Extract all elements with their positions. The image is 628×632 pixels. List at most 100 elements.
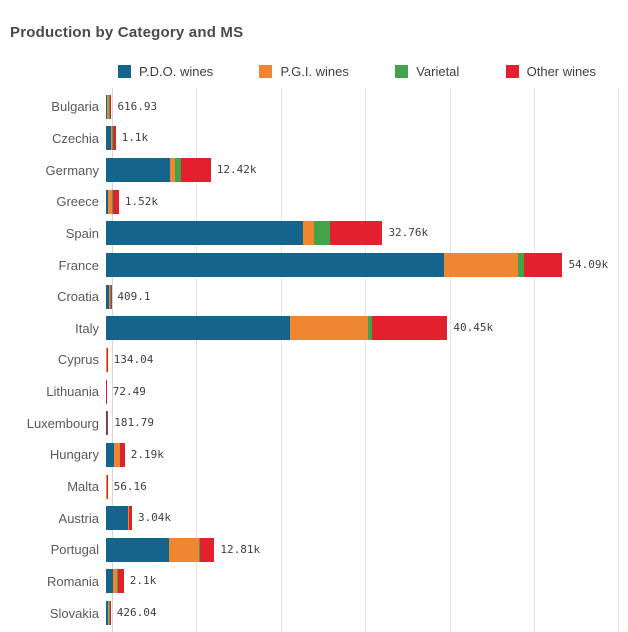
bar-segment-varietal[interactable]	[116, 569, 118, 594]
value-label: 409.1	[117, 289, 151, 303]
value-label: 72.49	[112, 384, 146, 398]
bar-segment-p-d-o-wines[interactable]	[106, 94, 107, 119]
bar-track: 12.81k	[106, 537, 628, 562]
bar-segment-p-g-i-wines[interactable]	[113, 569, 117, 594]
category-label-malta[interactable]: Malta	[67, 479, 99, 494]
bar-segment-other-wines[interactable]	[523, 253, 563, 278]
bar-segment-other-wines[interactable]	[109, 601, 111, 626]
bar-segment-p-g-i-wines[interactable]	[127, 506, 129, 531]
bar-track: 12.42k	[106, 158, 628, 183]
category-label-romania[interactable]: Romania	[46, 573, 99, 589]
legend-item-p-g-i-wines[interactable]: P.G.I. wines	[259, 64, 349, 79]
bar-segment-varietal[interactable]	[174, 158, 181, 183]
category-label-hungary[interactable]: Hungary	[49, 447, 99, 463]
bar-segment-other-wines[interactable]	[199, 537, 215, 562]
bar-segment-p-d-o-wines[interactable]	[106, 411, 108, 436]
value-label: 134.04	[113, 352, 154, 366]
bar-segment-p-d-o-wines[interactable]	[106, 158, 171, 183]
bar-segment-p-d-o-wines[interactable]	[106, 569, 114, 594]
legend-item-varietal[interactable]: Varietal	[395, 64, 459, 79]
bar-segment-varietal[interactable]	[368, 316, 373, 341]
bar-segment-p-g-i-wines[interactable]	[106, 94, 109, 119]
bar-row-austria: Austria 3.04k	[0, 502, 628, 534]
gridline	[196, 88, 198, 632]
bar-segment-other-wines[interactable]	[106, 474, 108, 499]
bar-track: 72.49	[106, 379, 628, 404]
bar-segment-other-wines[interactable]	[117, 569, 124, 594]
category-label-slovakia[interactable]: Slovakia	[49, 605, 99, 621]
category-label-cyprus[interactable]: Cyprus	[57, 352, 99, 368]
bar-segment-p-g-i-wines[interactable]	[106, 474, 107, 499]
bar-segment-other-wines[interactable]	[109, 94, 112, 119]
bar-segment-p-d-o-wines[interactable]	[106, 442, 115, 467]
value-label: 181.79	[114, 416, 154, 430]
category-label-italy[interactable]: Italy	[75, 320, 99, 336]
bar-segment-p-g-i-wines[interactable]	[114, 442, 120, 467]
legend-label: P.G.I. wines	[280, 64, 349, 79]
bar-segment-p-d-o-wines[interactable]	[106, 316, 290, 341]
bar-row-greece: Greece 1.52k	[0, 186, 628, 218]
category-label-lithuania[interactable]: Lithuania	[46, 384, 99, 400]
legend-item-p-d-o-wines[interactable]: P.D.O. wines	[118, 64, 213, 79]
bar-segment-varietal[interactable]	[108, 94, 110, 119]
gridline	[280, 88, 282, 632]
bar-segment-other-wines[interactable]	[106, 379, 107, 404]
plot-area: Bulgaria 616.93 Czechia 1.1k Germany 12.42k Gr…	[0, 88, 628, 632]
bar-track: 32.76k	[106, 221, 628, 246]
bar-segment-other-wines[interactable]	[120, 442, 125, 467]
bar-segment-p-g-i-wines[interactable]	[302, 221, 315, 246]
bar-segment-other-wines[interactable]	[110, 284, 112, 309]
bar-segment-other-wines[interactable]	[113, 126, 116, 151]
bar-segment-p-g-i-wines[interactable]	[107, 189, 113, 214]
category-label-spain[interactable]: Spain	[65, 225, 99, 241]
bar-segment-other-wines[interactable]	[329, 221, 383, 246]
bar-segment-p-g-i-wines[interactable]	[108, 601, 110, 626]
bar-segment-varietal[interactable]	[109, 601, 110, 626]
bar-segment-p-g-i-wines[interactable]	[170, 158, 175, 183]
bar-row-hungary: Hungary 2.19k	[0, 439, 628, 471]
bar-segment-other-wines[interactable]	[129, 506, 132, 531]
bar-segment-varietal[interactable]	[128, 506, 130, 531]
bar-segment-other-wines[interactable]	[107, 411, 109, 436]
bar-segment-other-wines[interactable]	[113, 189, 119, 214]
bar-segment-varietal[interactable]	[109, 284, 111, 309]
value-label: 2.19k	[130, 447, 164, 461]
bar-segment-p-g-i-wines[interactable]	[169, 537, 199, 562]
category-label-austria[interactable]: Austria	[58, 510, 99, 526]
bar-segment-p-d-o-wines[interactable]	[106, 537, 170, 562]
category-label-luxembourg[interactable]: Luxembourg	[26, 415, 99, 431]
bar-segment-other-wines[interactable]	[180, 158, 211, 183]
bar-track: 3.04k	[106, 506, 628, 531]
bar-segment-p-d-o-wines[interactable]	[106, 506, 128, 531]
bar-segment-p-g-i-wines[interactable]	[106, 347, 107, 372]
bar-segment-p-d-o-wines[interactable]	[106, 189, 108, 214]
category-label-croatia[interactable]: Croatia	[57, 289, 99, 305]
bar-segment-p-g-i-wines[interactable]	[289, 316, 369, 341]
bar-segment-p-g-i-wines[interactable]	[444, 253, 518, 278]
bar-segment-varietal[interactable]	[112, 189, 114, 214]
category-label-portugal[interactable]: Portugal	[50, 542, 99, 558]
bar-segment-varietal[interactable]	[112, 126, 114, 151]
bar-segment-p-d-o-wines[interactable]	[106, 126, 112, 151]
bar-segment-p-d-o-wines[interactable]	[106, 253, 445, 278]
bar-segment-other-wines[interactable]	[106, 347, 108, 372]
legend-item-other-wines[interactable]: Other wines	[505, 64, 596, 79]
bar-segment-varietal[interactable]	[517, 253, 524, 278]
bar-segment-varietal[interactable]	[119, 442, 121, 467]
category-label-france[interactable]: France	[58, 257, 99, 273]
bar-segment-p-d-o-wines[interactable]	[106, 221, 303, 246]
category-label-czechia[interactable]: Czechia	[52, 130, 99, 146]
category-label-germany[interactable]: Germany	[45, 162, 99, 178]
legend-swatch-p-d-o-wines	[118, 65, 131, 78]
bar-segment-varietal[interactable]	[314, 221, 330, 246]
bar-segment-p-d-o-wines[interactable]	[106, 601, 109, 626]
value-label: 40.45k	[453, 321, 494, 335]
bar-segment-p-d-o-wines[interactable]	[106, 284, 109, 309]
category-label-greece[interactable]: Greece	[56, 194, 99, 210]
bar-segment-p-g-i-wines[interactable]	[111, 126, 113, 151]
category-label-bulgaria[interactable]: Bulgaria	[51, 99, 99, 115]
bar-segment-other-wines[interactable]	[372, 316, 448, 341]
bar-segment-varietal[interactable]	[198, 537, 200, 562]
value-label: 1.1k	[121, 131, 149, 145]
bar-segment-p-g-i-wines[interactable]	[108, 284, 110, 309]
